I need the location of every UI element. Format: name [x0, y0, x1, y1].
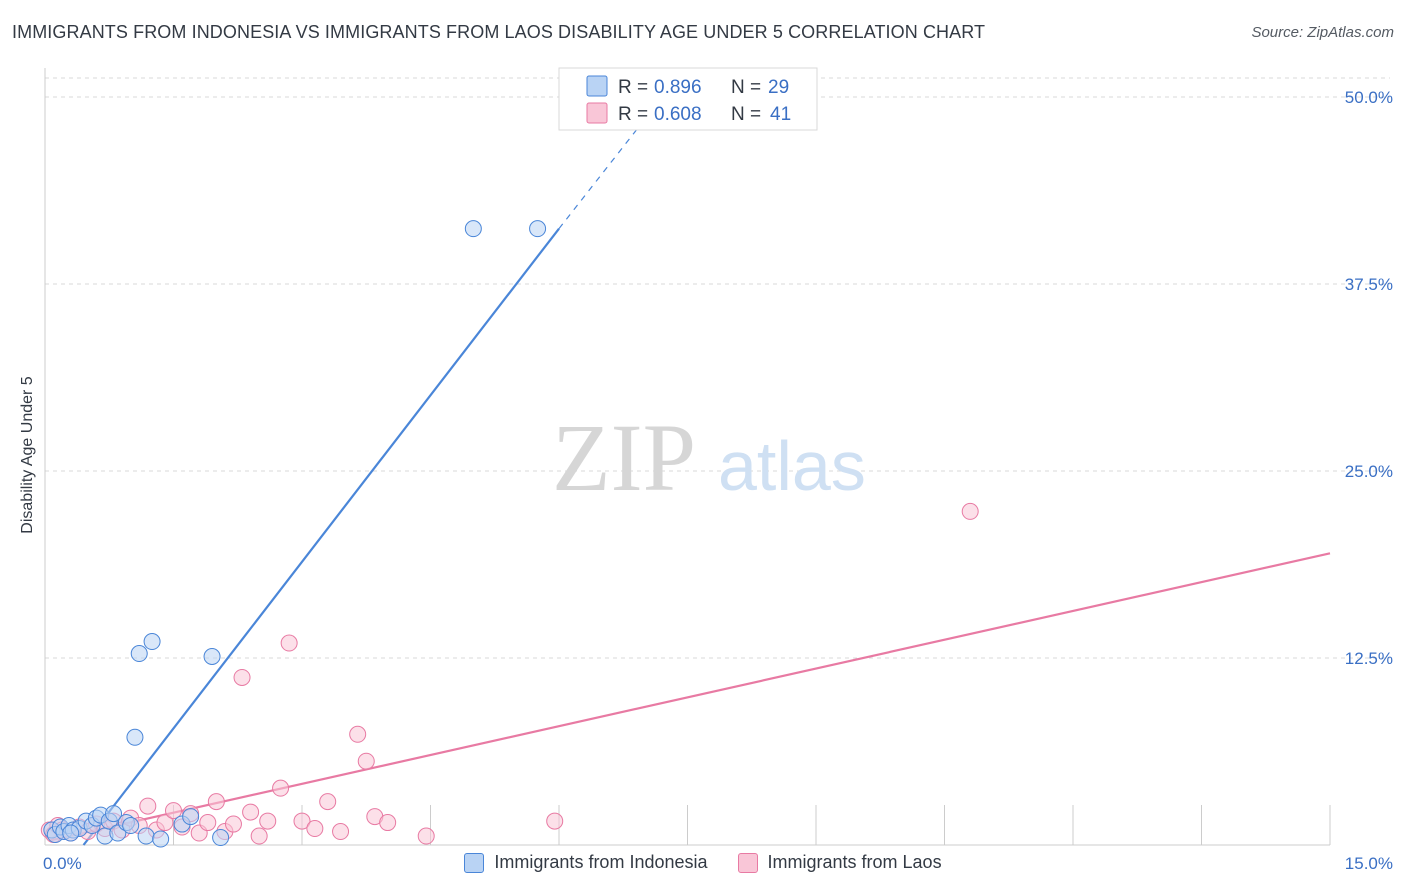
point-laos: [546, 812, 564, 830]
point-laos: [306, 820, 324, 838]
watermark-zip: ZIP: [552, 404, 696, 511]
gridlines: [44, 68, 1390, 846]
legend-n-label-laos: N =: [731, 104, 761, 125]
point-indonesia: [529, 220, 547, 238]
legend-label-indonesia: Immigrants from Indonesia: [494, 852, 708, 872]
trend-line-indonesia: [82, 227, 560, 846]
correlation-legend: R = 0.896 N = 29 R = 0.608 N = 41: [558, 67, 818, 131]
data-points: [40, 220, 979, 848]
legend-item-laos: Immigrants from Laos: [737, 852, 942, 873]
point-indonesia: [130, 645, 148, 663]
point-laos: [349, 725, 367, 743]
point-laos: [139, 797, 157, 815]
point-laos: [293, 812, 311, 830]
point-laos: [233, 668, 251, 686]
legend-r-value-laos: 0.608: [654, 104, 702, 125]
trend-lines: [49, 119, 1331, 846]
point-indonesia: [122, 817, 140, 835]
legend-n-value-indonesia: 29: [768, 77, 789, 98]
point-laos: [259, 812, 277, 830]
series-legend: Immigrants from Indonesia Immigrants fro…: [0, 852, 1406, 873]
point-laos: [961, 502, 979, 520]
point-laos: [332, 823, 350, 841]
point-indonesia: [143, 633, 161, 651]
y-tick-label: 50.0%: [1345, 88, 1393, 107]
point-indonesia: [212, 829, 230, 847]
point-laos: [379, 814, 397, 832]
point-laos: [242, 803, 260, 821]
point-laos: [319, 793, 337, 811]
tick-labels: 12.5% 25.0% 37.5% 50.0% 0.0% 15.0%: [43, 88, 1393, 873]
legend-r-label-laos: R =: [618, 104, 648, 125]
trend-line-laos: [49, 552, 1331, 842]
point-laos: [156, 814, 174, 832]
point-indonesia: [62, 824, 80, 842]
point-indonesia: [126, 728, 144, 746]
y-tick-label: 12.5%: [1345, 649, 1393, 668]
point-indonesia: [152, 830, 170, 848]
legend-swatch-indonesia: [586, 75, 608, 97]
point-indonesia: [464, 220, 482, 238]
x-tick-label: 15.0%: [1345, 854, 1393, 873]
point-laos: [224, 815, 242, 833]
point-laos: [250, 827, 268, 845]
chart-title: IMMIGRANTS FROM INDONESIA VS IMMIGRANTS …: [12, 22, 986, 42]
x-tick-label: 0.0%: [43, 854, 82, 873]
legend-item-indonesia: Immigrants from Indonesia: [464, 852, 708, 873]
legend-swatch-laos: [586, 102, 608, 124]
source-credit: Source: ZipAtlas.com: [1251, 24, 1394, 41]
legend-label-laos: Immigrants from Laos: [767, 852, 942, 872]
legend-n-value-laos: 41: [770, 104, 791, 125]
trend-extension-indonesia: [558, 119, 646, 230]
point-laos: [207, 793, 225, 811]
y-tick-label: 37.5%: [1345, 275, 1393, 294]
point-indonesia: [182, 808, 200, 826]
legend-n-label-indonesia: N =: [731, 77, 761, 98]
watermark-atlas: atlas: [718, 427, 866, 505]
point-laos: [272, 779, 290, 797]
legend-r-value-indonesia: 0.896: [654, 77, 702, 98]
legend-marker-indonesia: [464, 852, 485, 873]
point-laos: [357, 752, 375, 770]
point-laos: [280, 634, 298, 652]
legend-r-label-indonesia: R =: [618, 77, 648, 98]
watermark: ZIP atlas: [552, 404, 866, 511]
y-tick-label: 25.0%: [1345, 462, 1393, 481]
point-laos: [417, 827, 435, 845]
point-indonesia: [203, 648, 221, 666]
legend-marker-laos: [737, 852, 758, 873]
point-laos: [165, 802, 182, 820]
point-indonesia: [137, 827, 155, 845]
point-laos: [199, 814, 217, 832]
point-indonesia: [105, 805, 123, 823]
